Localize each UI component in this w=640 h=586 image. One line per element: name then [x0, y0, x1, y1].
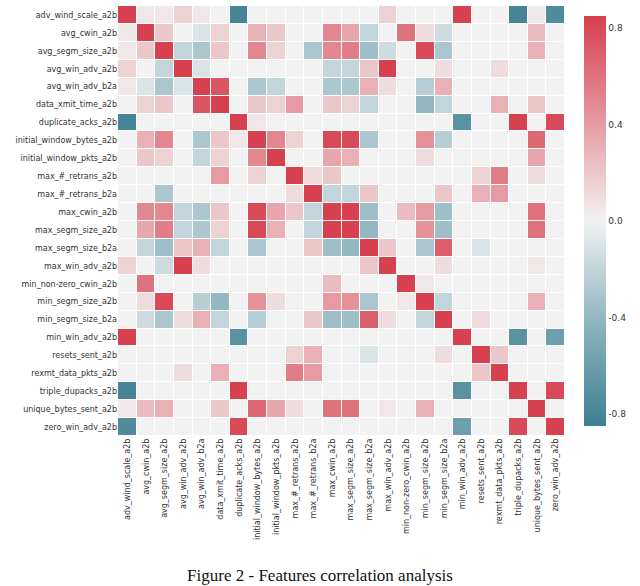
- svg-text:zero_win_adv_a2b: zero_win_adv_a2b: [551, 439, 560, 512]
- svg-text:avg_segm_size_a2b: avg_segm_size_a2b: [160, 439, 169, 518]
- svg-text:max_#_retrans_a2b: max_#_retrans_a2b: [291, 439, 300, 519]
- svg-text:min_segm_size_b2a: min_segm_size_b2a: [37, 315, 117, 324]
- svg-text:Figure 2 - Features correlatio: Figure 2 - Features correlation analysis: [187, 566, 453, 585]
- svg-text:max_segm_size_b2a: max_segm_size_b2a: [35, 244, 117, 253]
- svg-text:duplicate_acks_a2b: duplicate_acks_a2b: [235, 439, 244, 517]
- svg-text:min_non-zero_cwin_a2b: min_non-zero_cwin_a2b: [22, 280, 117, 289]
- svg-text:max_#_retrans_b2a: max_#_retrans_b2a: [309, 439, 318, 519]
- svg-text:rexmt_data_pkts_a2b: rexmt_data_pkts_a2b: [31, 369, 117, 378]
- svg-text:max_#_retrans_a2b: max_#_retrans_a2b: [37, 172, 117, 181]
- svg-text:initial_window_bytes_a2b: initial_window_bytes_a2b: [16, 136, 117, 145]
- svg-text:max_#_retrans_b2a: max_#_retrans_b2a: [37, 190, 117, 199]
- svg-text:unique_bytes_sent_a2b: unique_bytes_sent_a2b: [23, 405, 117, 414]
- svg-text:0.4: 0.4: [608, 120, 623, 130]
- svg-text:rexmt_data_pkts_a2b: rexmt_data_pkts_a2b: [495, 439, 504, 525]
- svg-text:max_segm_size_a2b: max_segm_size_a2b: [35, 226, 117, 235]
- svg-text:initial_window_pkts_a2b: initial_window_pkts_a2b: [272, 439, 281, 535]
- svg-text:avg_segm_size_a2b: avg_segm_size_a2b: [38, 47, 117, 56]
- svg-text:-0.8: -0.8: [608, 409, 626, 419]
- svg-text:max_segm_size_a2b: max_segm_size_a2b: [346, 439, 355, 521]
- svg-text:max_win_adv_a2b: max_win_adv_a2b: [44, 262, 117, 271]
- svg-text:min_segm_size_a2b: min_segm_size_a2b: [37, 297, 117, 306]
- svg-text:zero_win_adv_a2b: zero_win_adv_a2b: [44, 423, 117, 432]
- svg-text:adv_wind_scale_a2b: adv_wind_scale_a2b: [123, 439, 132, 520]
- svg-text:resets_sent_a2b: resets_sent_a2b: [52, 351, 117, 360]
- svg-text:data_xmit_time_a2b: data_xmit_time_a2b: [216, 439, 225, 520]
- svg-text:min_segm_size_a2b: min_segm_size_a2b: [421, 439, 430, 519]
- svg-text:avg_win_adv_a2b: avg_win_adv_a2b: [47, 65, 117, 74]
- svg-text:triple_dupacks_a2b: triple_dupacks_a2b: [40, 387, 117, 396]
- svg-text:min_non-zero_cwin_a2b: min_non-zero_cwin_a2b: [402, 439, 411, 534]
- svg-text:resets_sent_a2b: resets_sent_a2b: [477, 439, 486, 504]
- svg-text:min_win_adv_a2b: min_win_adv_a2b: [46, 333, 117, 342]
- svg-text:min_segm_size_b2a: min_segm_size_b2a: [440, 439, 449, 519]
- svg-text:min_win_adv_a2b: min_win_adv_a2b: [458, 439, 467, 510]
- svg-text:initial_window_bytes_a2b: initial_window_bytes_a2b: [253, 439, 262, 540]
- svg-text:max_cwin_a2b: max_cwin_a2b: [328, 439, 337, 498]
- svg-text:0.0: 0.0: [608, 216, 623, 226]
- svg-text:initial_window_pkts_a2b: initial_window_pkts_a2b: [21, 154, 117, 163]
- svg-text:0.8: 0.8: [608, 23, 623, 33]
- svg-text:adv_wind_scale_a2b: adv_wind_scale_a2b: [36, 11, 117, 20]
- svg-text:max_win_adv_a2b: max_win_adv_a2b: [384, 439, 393, 512]
- svg-text:avg_cwin_a2b: avg_cwin_a2b: [142, 439, 151, 495]
- svg-text:unique_bytes_sent_a2b: unique_bytes_sent_a2b: [533, 439, 542, 533]
- svg-text:duplicate_acks_a2b: duplicate_acks_a2b: [39, 118, 117, 127]
- svg-text:triple_dupacks_a2b: triple_dupacks_a2b: [514, 439, 523, 516]
- svg-text:max_cwin_a2b: max_cwin_a2b: [58, 208, 117, 217]
- svg-text:-0.4: -0.4: [608, 313, 626, 323]
- svg-text:avg_win_adv_a2b: avg_win_adv_a2b: [179, 439, 188, 509]
- svg-text:max_segm_size_b2a: max_segm_size_b2a: [365, 439, 374, 521]
- svg-text:avg_cwin_a2b: avg_cwin_a2b: [61, 29, 117, 38]
- svg-text:avg_win_adv_b2a: avg_win_adv_b2a: [47, 82, 117, 91]
- svg-text:data_xmit_time_a2b: data_xmit_time_a2b: [36, 100, 117, 109]
- svg-text:avg_win_adv_b2a: avg_win_adv_b2a: [197, 439, 206, 509]
